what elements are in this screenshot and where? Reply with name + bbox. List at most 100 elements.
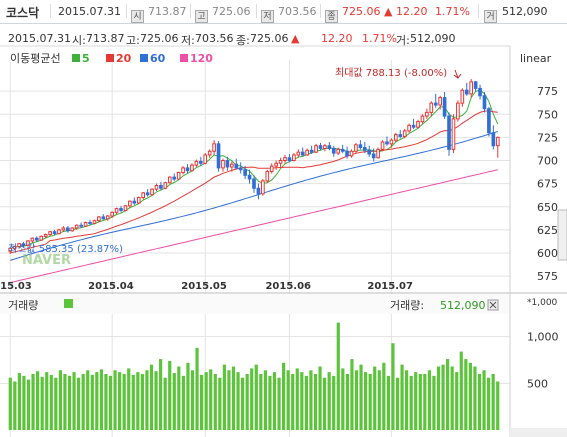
candle-body bbox=[141, 192, 146, 198]
info-low: 703.56 bbox=[195, 32, 234, 45]
date-tick-label: 2015.04 bbox=[88, 281, 134, 292]
volume-bar bbox=[300, 372, 304, 430]
candle-body bbox=[478, 87, 482, 97]
volume-bars bbox=[8, 322, 500, 430]
volume-bar bbox=[204, 372, 208, 430]
candle-body bbox=[43, 234, 48, 237]
candle-body bbox=[292, 154, 296, 161]
candle-body bbox=[212, 143, 216, 152]
volume-bar bbox=[391, 343, 395, 430]
header-volume: 512,090 bbox=[502, 5, 548, 18]
volume-bar bbox=[54, 377, 58, 430]
candle-body bbox=[482, 95, 487, 110]
info-row: 2015.07.31 시: 713.87 고: 725.06 저: 703.56… bbox=[0, 30, 510, 47]
candle-body bbox=[265, 171, 270, 182]
candle-body bbox=[305, 149, 310, 156]
volume-bar bbox=[49, 374, 53, 430]
volume-bar bbox=[309, 370, 313, 430]
candle-body bbox=[52, 231, 57, 235]
header-close: 725.06 bbox=[342, 5, 381, 18]
candle-body bbox=[433, 102, 438, 106]
candle-body bbox=[97, 216, 101, 222]
volume-panel-header bbox=[0, 294, 510, 314]
candle-body bbox=[411, 124, 416, 128]
info-close-label: 종: bbox=[236, 34, 250, 47]
volume-bar bbox=[95, 372, 99, 430]
volume-bar bbox=[213, 374, 217, 430]
candle-body bbox=[491, 132, 496, 147]
volume-value: 512,090 bbox=[440, 299, 486, 312]
candle-body bbox=[354, 144, 358, 152]
header-date: 2015.07.31 bbox=[58, 5, 121, 18]
candle-body bbox=[83, 221, 88, 227]
candle-body bbox=[447, 115, 451, 150]
volume-bar bbox=[395, 377, 400, 430]
candle-body bbox=[340, 148, 345, 152]
candle-body bbox=[451, 118, 456, 150]
candle-body bbox=[57, 229, 61, 235]
volume-bar bbox=[272, 372, 277, 430]
volume-bar bbox=[22, 375, 26, 430]
volume-bar bbox=[473, 366, 477, 430]
ma-legend: 이동평균선 5 20 60 120 bbox=[10, 52, 213, 65]
ma-swatch bbox=[106, 54, 114, 62]
header-open: 713.87 bbox=[148, 5, 187, 18]
volume-bar bbox=[313, 374, 318, 430]
resize-bar[interactable] bbox=[510, 428, 567, 437]
candle-body bbox=[74, 224, 79, 229]
volume-bar bbox=[67, 375, 72, 430]
candle-body bbox=[420, 115, 425, 123]
candle-body bbox=[274, 162, 278, 167]
candle-body bbox=[261, 180, 265, 195]
volume-axis: 1,000 500 bbox=[527, 331, 559, 391]
volume-bar bbox=[459, 351, 463, 430]
top-header-bar: 코스닥 2015.07.31 시 713.87 고 725.06 저 703.5… bbox=[0, 0, 567, 24]
close-icon bbox=[489, 301, 497, 309]
naver-watermark: NAVER bbox=[22, 253, 71, 268]
candle-body bbox=[438, 97, 442, 106]
volume-bar bbox=[31, 374, 35, 430]
ma-swatch bbox=[72, 54, 80, 62]
volume-bar bbox=[464, 359, 468, 430]
candle-body bbox=[429, 102, 434, 113]
volume-label: 거래량: bbox=[390, 299, 424, 312]
volume-tick-label: 500 bbox=[527, 377, 548, 390]
date-axis: 2015.03 2015.04 2015.05 2015.06 2015.07 bbox=[0, 281, 413, 292]
max-arrow-icon bbox=[453, 69, 462, 79]
price-tick-label: 700 bbox=[537, 155, 558, 168]
volume-bar bbox=[323, 377, 327, 430]
volume-bar bbox=[254, 364, 258, 430]
candle-body bbox=[145, 192, 150, 196]
volume-bar bbox=[400, 364, 404, 430]
ma-label: 5 bbox=[82, 52, 90, 65]
candle-body bbox=[385, 141, 389, 145]
volume-bar bbox=[327, 372, 331, 430]
candle-body bbox=[159, 184, 163, 189]
candle-body bbox=[181, 167, 185, 174]
candle-body bbox=[367, 149, 372, 155]
scroll-handle[interactable] bbox=[557, 209, 567, 261]
candle-body bbox=[487, 108, 491, 134]
volume-bar bbox=[250, 368, 254, 430]
candle-body bbox=[318, 145, 323, 149]
volume-tick-label: 1,000 bbox=[527, 331, 559, 344]
candle-body bbox=[358, 144, 363, 149]
volume-bar bbox=[286, 370, 290, 430]
divider bbox=[50, 4, 51, 18]
info-date: 2015.07.31 bbox=[8, 32, 71, 45]
candle-body bbox=[283, 157, 287, 162]
volume-bar bbox=[436, 366, 441, 430]
ma-label: 20 bbox=[116, 52, 132, 65]
candle-body bbox=[473, 81, 478, 89]
volume-bar bbox=[108, 375, 113, 430]
volume-bar bbox=[127, 368, 131, 430]
volume-bar bbox=[245, 374, 249, 430]
candle-body bbox=[225, 160, 230, 168]
candles bbox=[8, 79, 500, 254]
candle-body bbox=[194, 160, 199, 166]
volume-legend-swatch bbox=[64, 299, 73, 308]
volume-bar bbox=[364, 372, 368, 430]
volume-bar bbox=[218, 377, 222, 430]
volume-bar bbox=[122, 374, 126, 430]
